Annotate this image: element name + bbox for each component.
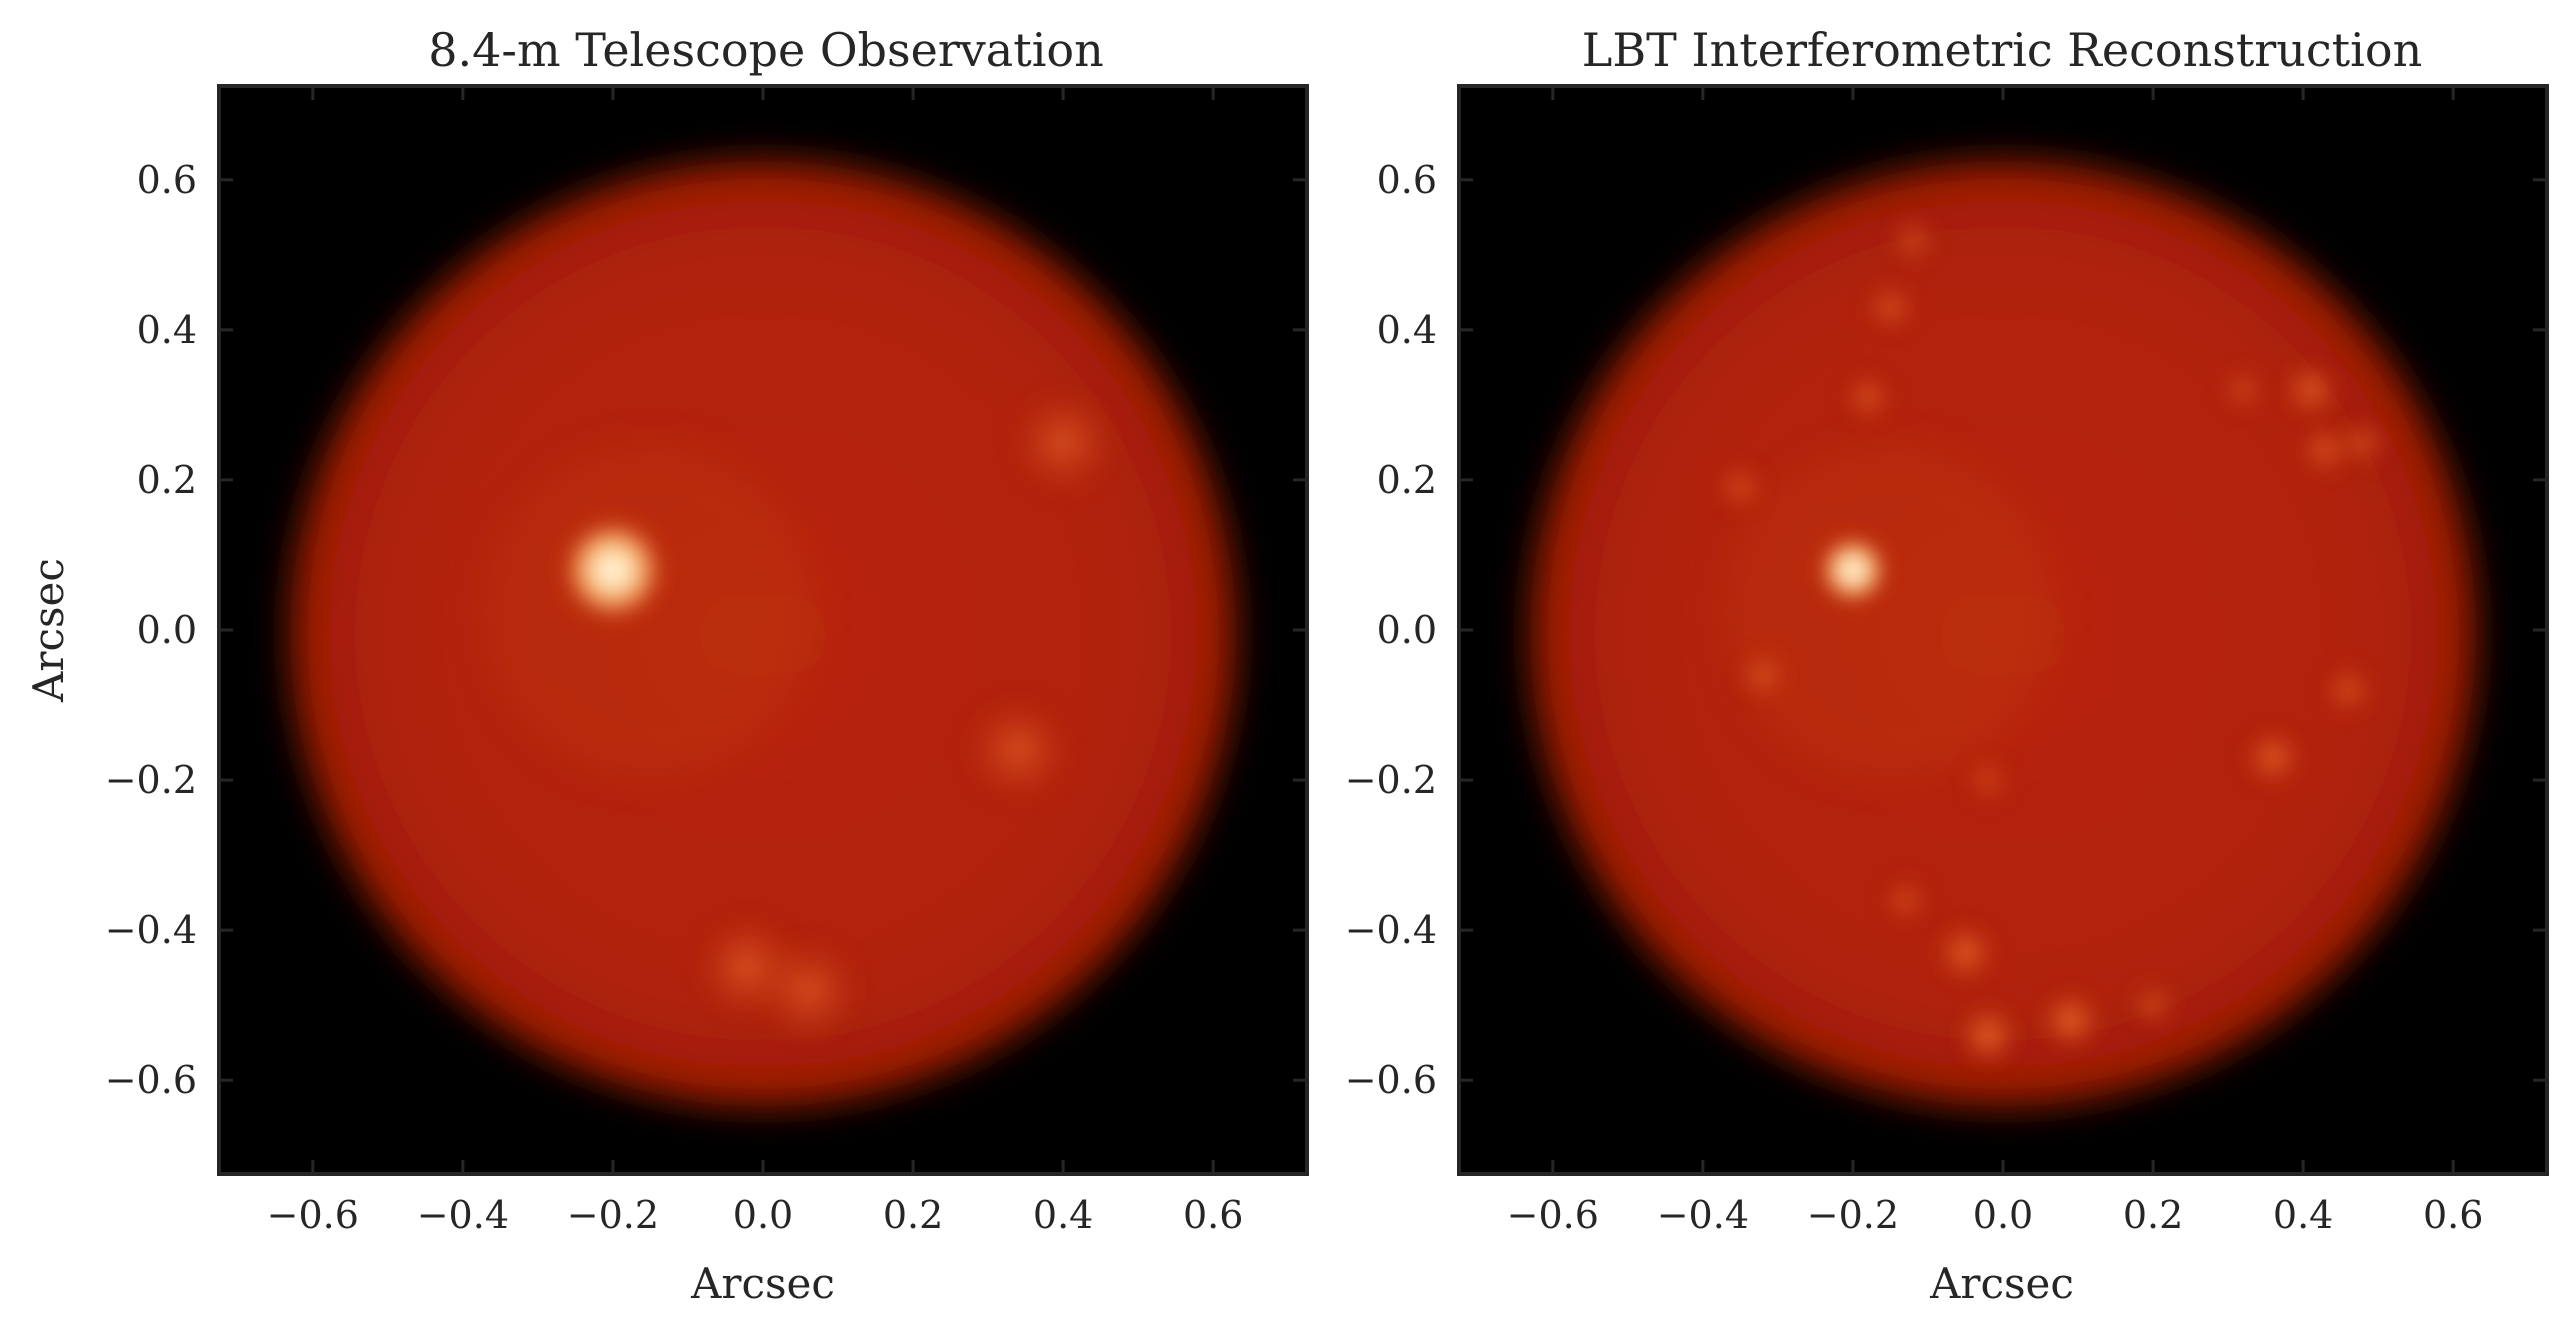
x-tick-label: 0.0 xyxy=(733,1193,793,1237)
x-tick-label: 0.2 xyxy=(883,1193,943,1237)
y-tick-label: −0.2 xyxy=(105,758,197,802)
panel-2-title: LBT Interferometric Reconstruction xyxy=(1582,23,2422,77)
y-tick-label: −0.4 xyxy=(105,908,197,952)
hotspot-6 xyxy=(1862,279,1919,336)
hotspot-7 xyxy=(1839,369,1897,426)
x-tick-label: −0.6 xyxy=(267,1193,359,1237)
panel-1-x-axis-label: Arcsec xyxy=(690,1259,835,1308)
hotspot-10 xyxy=(1734,646,1792,704)
y-tick-label: 0.6 xyxy=(1377,158,1437,202)
hotspot-5 xyxy=(2320,661,2377,719)
hotspot-4 xyxy=(2241,725,2306,790)
y-tick-label: 0.6 xyxy=(137,158,197,202)
x-tick-label: 0.6 xyxy=(2423,1193,2483,1237)
panel-2-plot-area xyxy=(1457,84,2549,1176)
x-tick-label: 0.6 xyxy=(1183,1193,1243,1237)
y-tick-label: 0.0 xyxy=(1377,608,1437,652)
x-tick-label: −0.2 xyxy=(1807,1193,1899,1237)
x-tick-label: 0.4 xyxy=(1033,1193,1093,1237)
hotspot-0 xyxy=(1815,532,1891,608)
y-tick-label: 0.4 xyxy=(137,308,197,352)
hotspot-16 xyxy=(1962,754,2014,806)
panel-1-plot-area xyxy=(217,84,1309,1176)
x-tick-label: −0.4 xyxy=(1657,1193,1749,1237)
x-tick-label: −0.2 xyxy=(567,1193,659,1237)
hotspot-3 xyxy=(2335,415,2391,470)
panel-1: 8.4-m Telescope Observation −0.6 −0.4 −0.2… xyxy=(24,23,1309,1308)
panel-1-title: 8.4-m Telescope Observation xyxy=(428,23,1103,77)
hotspot-0 xyxy=(556,513,670,627)
y-tick-label: −0.2 xyxy=(1345,758,1437,802)
y-tick-label: 0.4 xyxy=(1377,308,1437,352)
hotspot-1 xyxy=(1006,386,1120,499)
x-tick-label: 0.0 xyxy=(1973,1193,2033,1237)
hotspot-15 xyxy=(2126,978,2180,1032)
y-tick-label: 0.2 xyxy=(137,458,197,502)
panel-2-ticks: −0.6 −0.4 −0.2 0.0 0.2 0.4 0.6 −0.6 −0.4 −0.2 0.0 0… xyxy=(1345,86,2547,1237)
y-tick-label: 0.2 xyxy=(1377,458,1437,502)
y-tick-label: −0.4 xyxy=(1345,908,1437,952)
y-tick-label: 0.0 xyxy=(137,608,197,652)
panel-1-y-axis-label: Arcsec xyxy=(24,558,73,703)
panel-1-ticks: −0.6 −0.4 −0.2 0.0 0.2 0.4 0.6 −0.6 −0.4 −0.2 0.0 0… xyxy=(105,86,1307,1237)
hotspot-13 xyxy=(2036,986,2105,1054)
hotspot-4 xyxy=(751,933,865,1047)
x-tick-label: −0.6 xyxy=(1507,1193,1599,1237)
hotspot-8 xyxy=(1886,213,1940,267)
hotspot-1 xyxy=(2279,358,2342,421)
x-tick-label: 0.2 xyxy=(2123,1193,2183,1237)
y-tick-label: −0.6 xyxy=(1345,1058,1437,1102)
hotspot-2 xyxy=(961,693,1075,807)
x-tick-label: 0.4 xyxy=(2273,1193,2333,1237)
hotspot-11 xyxy=(1932,919,1999,986)
hotspot-14 xyxy=(1879,873,1932,927)
y-tick-label: −0.6 xyxy=(105,1058,197,1102)
panel-2: LBT Interferometric Reconstruction −0.6−… xyxy=(1345,23,2549,1308)
disk-glow xyxy=(1724,445,2056,777)
panel-2-x-axis-label: Arcsec xyxy=(1929,1259,2074,1308)
hotspot-17 xyxy=(2217,364,2269,416)
x-tick-label: −0.4 xyxy=(417,1193,509,1237)
hotspot-9 xyxy=(1713,460,1768,515)
hotspot-12 xyxy=(1954,1001,2022,1069)
